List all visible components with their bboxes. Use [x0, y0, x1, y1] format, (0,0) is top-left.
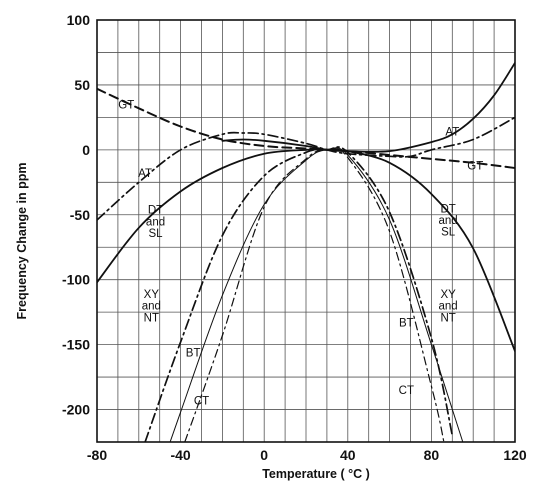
plot-frame — [96, 19, 516, 443]
chart-grid — [96, 19, 516, 443]
curve-label: and — [146, 216, 165, 228]
curve-label: and — [439, 301, 458, 313]
curve-xy-and-nt — [144, 146, 454, 442]
curve-label: DT — [148, 205, 163, 217]
y-tick-label: -200 — [62, 402, 90, 418]
curve-label: NT — [144, 312, 159, 324]
curve-label: XY — [144, 289, 160, 301]
curve-label: and — [142, 301, 161, 313]
x-tick-label: 80 — [424, 447, 440, 463]
x-tick-label: -40 — [170, 447, 190, 463]
chart-curves — [97, 61, 515, 442]
x-tick-label: 0 — [260, 447, 268, 463]
y-tick-label: 50 — [74, 77, 90, 93]
curve-label: GT — [467, 160, 483, 172]
x-tick-label: 120 — [503, 447, 527, 463]
y-axis-title: Frequency Change in ppm — [15, 163, 29, 320]
curve-gt — [97, 87, 515, 169]
y-tick-label: 100 — [67, 12, 91, 28]
x-axis-title: Temperature ( °C ) — [262, 467, 370, 481]
x-tick-label: -80 — [87, 447, 107, 463]
curve-label: DT — [440, 203, 455, 215]
y-tick-label: 0 — [82, 142, 90, 158]
curve-label: SL — [148, 228, 163, 240]
curve-label: BT — [186, 347, 201, 359]
curve-label: GT — [118, 99, 134, 111]
curve-bt — [169, 147, 464, 442]
curve-label: CT — [399, 385, 414, 397]
curve-label: and — [439, 215, 458, 227]
chart-curve-labels: GTATDTandSLXYandNTBTCTATGTDTandSLXYandNT… — [118, 99, 483, 407]
curve-label: NT — [440, 312, 455, 324]
curve-label: SL — [441, 227, 456, 239]
x-tick-labels: -80 -40 0 40 80 120 — [87, 447, 527, 463]
curve-label: AT — [445, 127, 459, 139]
curve-at — [221, 61, 515, 153]
curve-label: CT — [194, 395, 209, 407]
x-tick-label: 40 — [340, 447, 356, 463]
curve-label: AT — [138, 168, 152, 180]
y-tick-label: -100 — [62, 272, 90, 288]
curve-at — [97, 116, 515, 221]
curve-label: BT — [399, 318, 414, 330]
y-tick-label: -150 — [62, 337, 90, 353]
curve-ct — [184, 147, 445, 442]
y-tick-label: -50 — [70, 207, 90, 223]
curve-label: XY — [440, 289, 456, 301]
y-tick-labels: 100 50 0 -50 -100 -150 -200 — [62, 12, 90, 418]
